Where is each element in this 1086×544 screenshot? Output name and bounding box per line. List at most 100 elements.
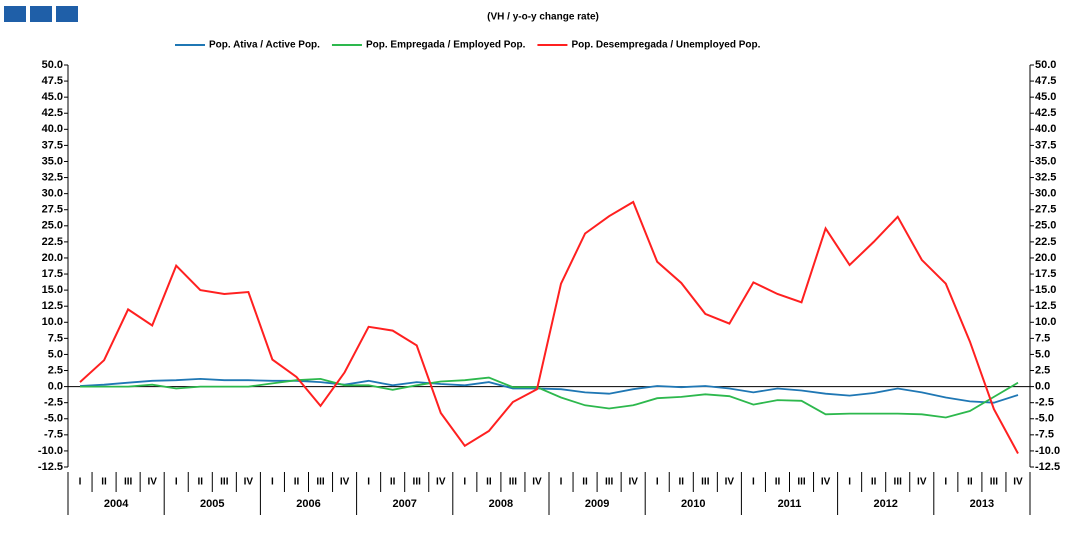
y2-tick-label: -7.5: [1035, 429, 1054, 441]
x-tick-label: IV: [821, 477, 831, 488]
y-tick-label: 5.0: [48, 348, 63, 360]
y2-tick-label: -10.0: [1035, 445, 1060, 457]
x-tick-label: I: [752, 477, 755, 488]
y2-tick-label: 20.0: [1035, 252, 1056, 264]
x-tick-label: III: [894, 477, 903, 488]
y-tick-label: 35.0: [42, 155, 63, 167]
x-tick-label: II: [775, 477, 781, 488]
x-tick-label: III: [509, 477, 518, 488]
y-tick-label: 10.0: [42, 316, 63, 328]
y2-tick-label: 32.5: [1035, 171, 1056, 183]
year-label: 2012: [873, 498, 897, 510]
y2-tick-label: 25.0: [1035, 220, 1056, 232]
y2-tick-label: 37.5: [1035, 139, 1056, 151]
x-tick-label: III: [605, 477, 614, 488]
y-tick-label: -12.5: [38, 461, 63, 473]
legend-label: Pop. Ativa / Active Pop.: [209, 40, 320, 51]
x-tick-label: I: [175, 477, 178, 488]
x-tick-label: I: [79, 477, 82, 488]
x-tick-label: I: [463, 477, 466, 488]
y-tick-label: 17.5: [42, 268, 63, 280]
year-label: 2013: [970, 498, 994, 510]
y2-tick-label: 10.0: [1035, 316, 1056, 328]
x-tick-label: III: [990, 477, 999, 488]
x-tick-label: II: [101, 477, 107, 488]
series-line: [79, 377, 1019, 404]
y-tick-label: 47.5: [42, 75, 63, 87]
y-tick-label: -5.0: [44, 413, 63, 425]
x-tick-label: IV: [917, 477, 927, 488]
y2-tick-label: -5.0: [1035, 413, 1054, 425]
y-tick-label: 7.5: [48, 332, 63, 344]
y-tick-label: 12.5: [42, 300, 63, 312]
y2-tick-label: 35.0: [1035, 155, 1056, 167]
y-tick-label: 45.0: [42, 91, 63, 103]
x-tick-label: III: [701, 477, 710, 488]
y2-tick-label: 22.5: [1035, 236, 1056, 248]
y-tick-label: 22.5: [42, 236, 63, 248]
y-tick-label: 50.0: [42, 59, 63, 71]
x-tick-label: II: [582, 477, 588, 488]
x-tick-label: IV: [436, 477, 446, 488]
x-tick-label: I: [271, 477, 274, 488]
y2-tick-label: -12.5: [1035, 461, 1060, 473]
y2-tick-label: 2.5: [1035, 364, 1050, 376]
x-tick-label: III: [124, 477, 133, 488]
logo-block: [56, 6, 78, 22]
y-tick-label: 27.5: [42, 204, 63, 216]
x-tick-label: IV: [244, 477, 254, 488]
y-tick-label: 15.0: [42, 284, 63, 296]
x-tick-label: IV: [532, 477, 542, 488]
x-tick-label: I: [367, 477, 370, 488]
y-tick-label: 25.0: [42, 220, 63, 232]
x-tick-label: I: [944, 477, 947, 488]
y-tick-label: 2.5: [48, 364, 63, 376]
year-label: 2005: [200, 498, 224, 510]
x-tick-label: II: [390, 477, 396, 488]
y-tick-label: -2.5: [44, 397, 63, 409]
y-tick-label: 30.0: [42, 188, 63, 200]
y2-tick-label: 27.5: [1035, 204, 1056, 216]
x-tick-label: IV: [147, 477, 157, 488]
y-tick-label: 20.0: [42, 252, 63, 264]
x-tick-label: II: [967, 477, 973, 488]
y-tick-label: 40.0: [42, 123, 63, 135]
x-tick-label: IV: [340, 477, 350, 488]
y2-tick-label: 42.5: [1035, 107, 1056, 119]
y2-tick-label: 45.0: [1035, 91, 1056, 103]
x-tick-label: I: [656, 477, 659, 488]
x-tick-label: IV: [628, 477, 638, 488]
year-label: 2007: [392, 498, 416, 510]
y2-tick-label: 5.0: [1035, 348, 1050, 360]
y2-tick-label: 47.5: [1035, 75, 1056, 87]
chart-subtitle: (VH / y-o-y change rate): [487, 12, 599, 23]
y2-tick-label: 0.0: [1035, 381, 1050, 393]
x-tick-label: III: [316, 477, 325, 488]
y-tick-label: -10.0: [38, 445, 63, 457]
logo-block: [30, 6, 52, 22]
y2-tick-label: 7.5: [1035, 332, 1050, 344]
year-label: 2010: [681, 498, 705, 510]
series-line: [79, 200, 1019, 454]
y2-tick-label: 30.0: [1035, 188, 1056, 200]
y2-tick-label: 15.0: [1035, 284, 1056, 296]
x-tick-label: III: [797, 477, 806, 488]
y2-tick-label: 17.5: [1035, 268, 1056, 280]
x-tick-label: II: [678, 477, 684, 488]
series-line: [80, 376, 1019, 419]
year-label: 2011: [778, 498, 802, 510]
x-tick-label: II: [871, 477, 877, 488]
y-tick-label: 42.5: [42, 107, 63, 119]
y-tick-label: 32.5: [42, 171, 63, 183]
y-tick-label: 37.5: [42, 139, 63, 151]
x-tick-label: II: [294, 477, 300, 488]
legend-label: Pop. Empregada / Employed Pop.: [366, 40, 526, 51]
y-tick-label: -7.5: [44, 429, 63, 441]
y-tick-label: 0.0: [48, 381, 63, 393]
y2-tick-label: -2.5: [1035, 397, 1054, 409]
x-tick-label: I: [560, 477, 563, 488]
logo-block: [4, 6, 26, 22]
year-label: 2009: [585, 498, 609, 510]
x-tick-label: I: [848, 477, 851, 488]
